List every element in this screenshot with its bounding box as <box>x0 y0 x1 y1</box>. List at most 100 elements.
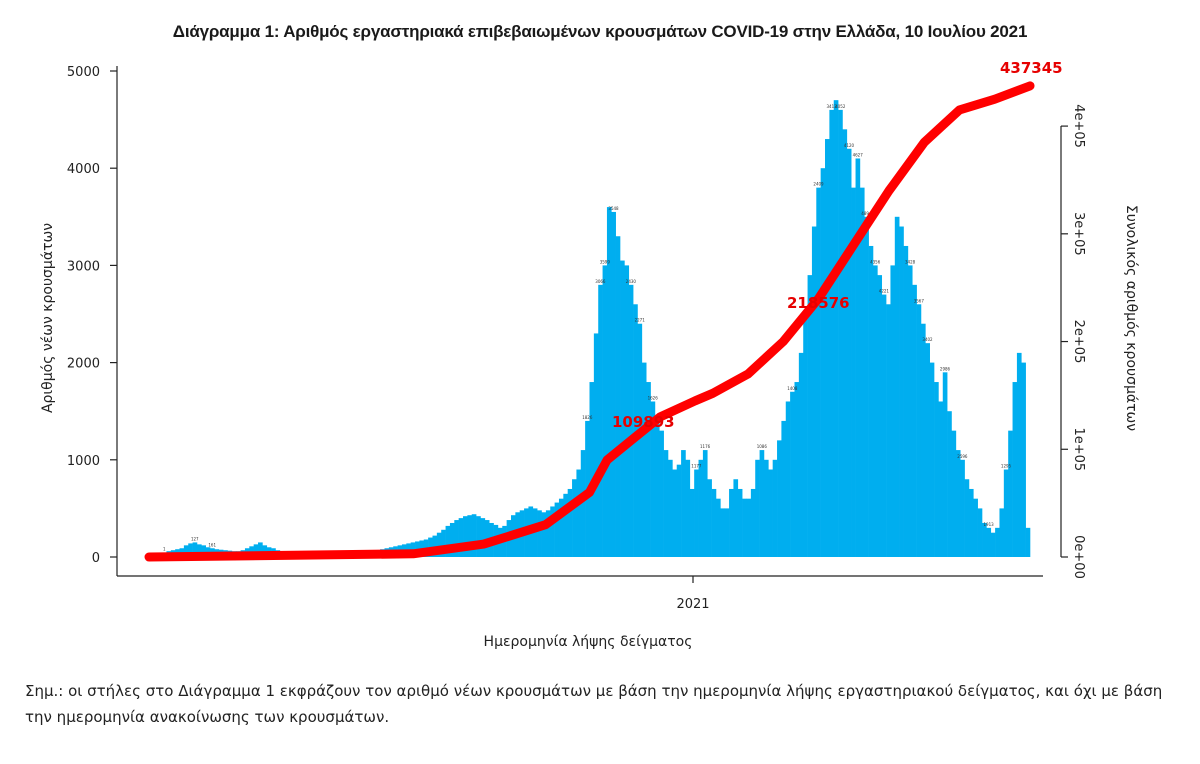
bar <box>558 498 564 557</box>
bar <box>916 304 922 557</box>
bar <box>838 109 843 557</box>
bar <box>737 488 743 557</box>
bar <box>1003 469 1009 557</box>
bar <box>436 532 442 557</box>
bar <box>977 508 983 557</box>
y-tick-label: 3000 <box>67 259 100 274</box>
bar-label: 2271 <box>635 318 646 323</box>
bar <box>654 420 660 557</box>
bar <box>729 488 734 557</box>
bar <box>807 275 813 557</box>
bar <box>641 362 647 557</box>
bar-label: 1 <box>163 547 166 552</box>
bar <box>659 430 664 557</box>
bar <box>628 284 634 557</box>
bar <box>689 488 695 557</box>
bar-label: 1177 <box>691 464 702 469</box>
bar <box>894 216 900 558</box>
bar <box>1021 362 1026 557</box>
y-ticks-right: 0e+00 1e+05 2e+05 3e+05 4e+05 <box>1061 104 1086 579</box>
bar <box>698 459 704 557</box>
bar <box>877 275 883 557</box>
bar <box>772 459 778 557</box>
bar <box>851 187 856 557</box>
bar <box>720 508 725 557</box>
bar <box>912 284 917 557</box>
x-axis-title: Ημερομηνία λήψης δείγματος <box>484 634 693 650</box>
annotation-218576: 218576 <box>787 294 850 312</box>
bar <box>868 245 874 557</box>
bar <box>982 522 987 557</box>
bar <box>733 479 739 557</box>
y-tick-label: 2000 <box>67 357 100 372</box>
bar <box>951 430 957 557</box>
bar <box>650 401 656 557</box>
bar <box>929 362 935 557</box>
bar <box>768 469 773 557</box>
bar <box>620 260 625 557</box>
bar-label: 2986 <box>940 366 951 371</box>
bar <box>742 498 747 557</box>
footnote: Σημ.: οι στήλες στο Διάγραμμα 1 εκφράζου… <box>25 682 1163 726</box>
bar <box>633 304 638 557</box>
bar <box>572 479 577 557</box>
bar <box>903 245 909 557</box>
bar <box>253 544 259 557</box>
bar <box>899 226 904 557</box>
bar <box>545 510 551 557</box>
chart-title: Διάγραμμα 1: Αριθμός εργαστηριακά επιβεβ… <box>172 22 1028 41</box>
bar <box>532 508 538 557</box>
bar <box>580 450 586 557</box>
bar <box>480 518 486 557</box>
bar <box>947 411 952 557</box>
bar <box>541 512 547 557</box>
bar <box>855 158 861 558</box>
cumulative-line-path <box>144 81 1035 562</box>
bar <box>890 265 896 557</box>
bar <box>1025 527 1031 557</box>
y-ticks-left: 0 1000 2000 3000 4000 5000 <box>67 65 117 566</box>
y-tick-label: 4000 <box>67 162 100 177</box>
bar <box>925 343 930 557</box>
bar <box>624 265 630 557</box>
bar-label: 4627 <box>853 153 864 158</box>
bar-label: 3413 <box>827 104 838 109</box>
bar <box>934 382 939 557</box>
bar <box>188 543 193 557</box>
bar <box>694 469 699 557</box>
bar <box>755 459 760 557</box>
bar <box>196 544 202 557</box>
bar <box>986 527 992 557</box>
bar <box>990 532 996 557</box>
bar-label: 3428 <box>905 259 916 264</box>
bar <box>685 459 691 557</box>
bar <box>968 488 974 557</box>
bar-label: 1826 <box>582 415 593 420</box>
bar-label: 3402 <box>922 337 933 342</box>
bar <box>702 450 708 557</box>
bar <box>842 129 848 557</box>
bar-label: 1086 <box>757 444 768 449</box>
bar <box>707 479 712 557</box>
y2-axis-title: Συνολικός αριθμός κρουσμάτων <box>1123 205 1139 431</box>
bar <box>785 401 791 557</box>
bar-label: 3599 <box>600 259 611 264</box>
bar <box>999 508 1005 557</box>
bar <box>598 284 603 557</box>
bar <box>550 506 555 557</box>
y-tick-label: 0 <box>92 551 100 566</box>
bar-label: 4120 <box>844 143 855 148</box>
y-tick-label: 5000 <box>67 65 100 80</box>
bar <box>995 527 1000 557</box>
bar <box>258 542 263 557</box>
bar <box>715 498 721 557</box>
bar-label: 4052 <box>835 104 846 109</box>
bar <box>463 516 468 557</box>
bar <box>672 469 678 557</box>
x-tick-label-2021: 2021 <box>676 597 709 612</box>
bar <box>563 493 568 557</box>
bar <box>964 479 970 557</box>
bar <box>576 469 582 557</box>
bar <box>829 109 835 557</box>
